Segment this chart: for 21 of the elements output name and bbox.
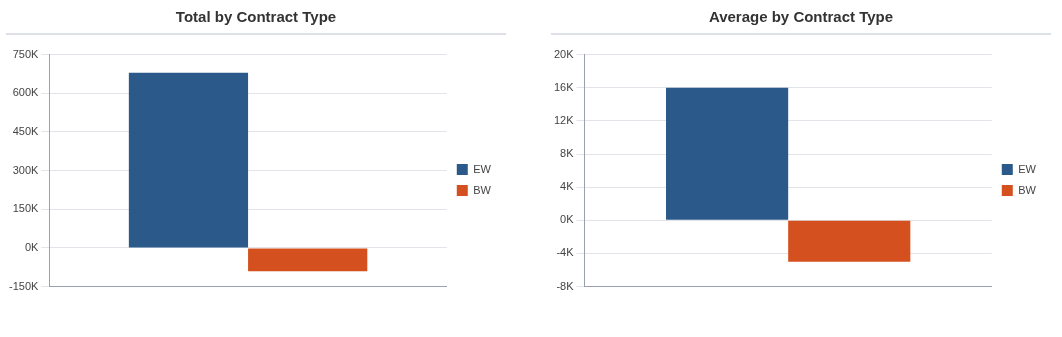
y-tick-label: 0K (560, 213, 575, 226)
legend-label: EW (473, 162, 492, 175)
legend-label: BW (473, 183, 492, 196)
chart-title: Average by Contract Type (551, 8, 1051, 35)
y-tick-label: 750K (12, 47, 39, 60)
y-tick-label: -4K (556, 246, 575, 259)
y-tick-label: -8K (556, 279, 575, 292)
y-tick-label: 600K (12, 86, 39, 99)
y-tick-label: 450K (12, 124, 39, 137)
y-tick-label: 20K (553, 47, 575, 60)
y-tick-label: 150K (12, 202, 39, 215)
y-tick-label: 0K (24, 240, 39, 253)
legend-label: EW (1018, 162, 1037, 175)
y-tick-label: 16K (553, 80, 575, 93)
y-tick-label: 12K (553, 113, 575, 126)
legend-label: BW (1018, 183, 1037, 196)
y-tick-label: 300K (12, 163, 39, 176)
y-tick-label: 8K (560, 147, 575, 160)
y-tick-label: 4K (560, 180, 575, 193)
chart-title: Total by Contract Type (6, 8, 506, 35)
y-tick-label: -150K (8, 279, 40, 292)
